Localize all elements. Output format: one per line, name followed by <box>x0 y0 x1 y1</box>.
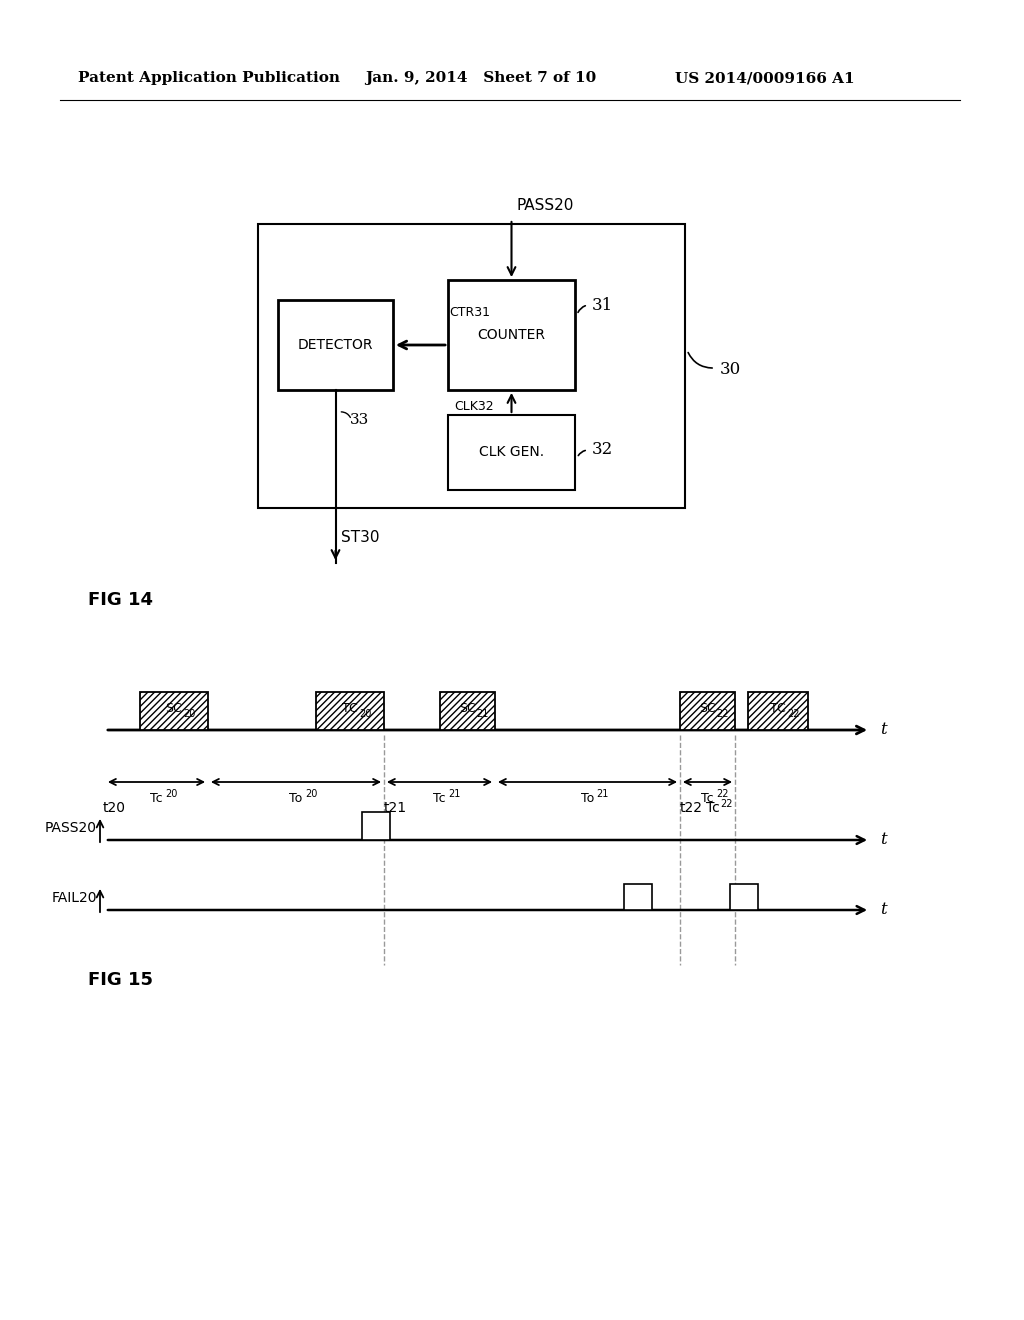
Bar <box>140 692 208 730</box>
Bar <box>278 300 393 389</box>
Bar <box>680 692 735 730</box>
Text: Tc: Tc <box>706 801 720 814</box>
Text: 22: 22 <box>717 709 729 719</box>
Text: SC: SC <box>166 701 182 714</box>
Text: FAIL20: FAIL20 <box>51 891 97 906</box>
Text: COUNTER: COUNTER <box>477 327 546 342</box>
Text: DETECTOR: DETECTOR <box>298 338 374 352</box>
Text: CLK GEN.: CLK GEN. <box>479 446 544 459</box>
Text: FIG 14: FIG 14 <box>88 591 153 609</box>
Text: t: t <box>880 722 887 738</box>
Text: 21: 21 <box>476 709 488 719</box>
Text: t22: t22 <box>680 801 703 814</box>
Bar <box>140 692 208 730</box>
Text: 30: 30 <box>720 362 741 379</box>
Bar <box>449 280 575 389</box>
Bar <box>316 692 384 730</box>
Text: 22: 22 <box>720 799 732 809</box>
Text: SC: SC <box>459 701 476 714</box>
Text: 20: 20 <box>166 789 178 799</box>
Text: US 2014/0009166 A1: US 2014/0009166 A1 <box>675 71 855 84</box>
Text: ST30: ST30 <box>341 531 380 545</box>
Bar <box>680 692 735 730</box>
Text: 20: 20 <box>305 789 317 799</box>
Bar <box>316 692 384 730</box>
Text: Tc: Tc <box>701 792 714 804</box>
Text: 20: 20 <box>359 709 372 719</box>
Text: CLK32: CLK32 <box>454 400 494 413</box>
Text: PASS20: PASS20 <box>516 198 573 214</box>
Text: To: To <box>581 792 594 804</box>
Text: 31: 31 <box>592 297 613 314</box>
Text: TC: TC <box>770 701 785 714</box>
Text: t21: t21 <box>384 801 408 814</box>
Bar <box>362 812 390 840</box>
Bar <box>440 692 495 730</box>
Text: 20: 20 <box>183 709 196 719</box>
Text: 22: 22 <box>787 709 800 719</box>
Text: t: t <box>880 902 887 919</box>
Text: FIG 15: FIG 15 <box>88 972 153 989</box>
Bar <box>440 692 495 730</box>
Bar <box>624 884 652 909</box>
Text: To: To <box>290 792 303 804</box>
Text: Tc: Tc <box>433 792 445 804</box>
Text: t20: t20 <box>103 801 126 814</box>
Bar <box>730 884 758 909</box>
Text: SC: SC <box>699 701 716 714</box>
Bar <box>748 692 808 730</box>
Text: 21: 21 <box>597 789 609 799</box>
Text: CTR31: CTR31 <box>449 305 490 318</box>
Text: TC: TC <box>342 701 357 714</box>
Text: Tc: Tc <box>151 792 163 804</box>
Text: 33: 33 <box>349 413 369 426</box>
Text: t: t <box>880 832 887 849</box>
Text: Jan. 9, 2014   Sheet 7 of 10: Jan. 9, 2014 Sheet 7 of 10 <box>365 71 596 84</box>
Bar <box>449 414 575 490</box>
Text: PASS20: PASS20 <box>45 821 97 836</box>
Text: 22: 22 <box>717 789 729 799</box>
Bar <box>748 692 808 730</box>
Text: 32: 32 <box>592 441 613 458</box>
Text: 21: 21 <box>449 789 461 799</box>
Text: Patent Application Publication: Patent Application Publication <box>78 71 340 84</box>
Bar <box>258 224 685 508</box>
